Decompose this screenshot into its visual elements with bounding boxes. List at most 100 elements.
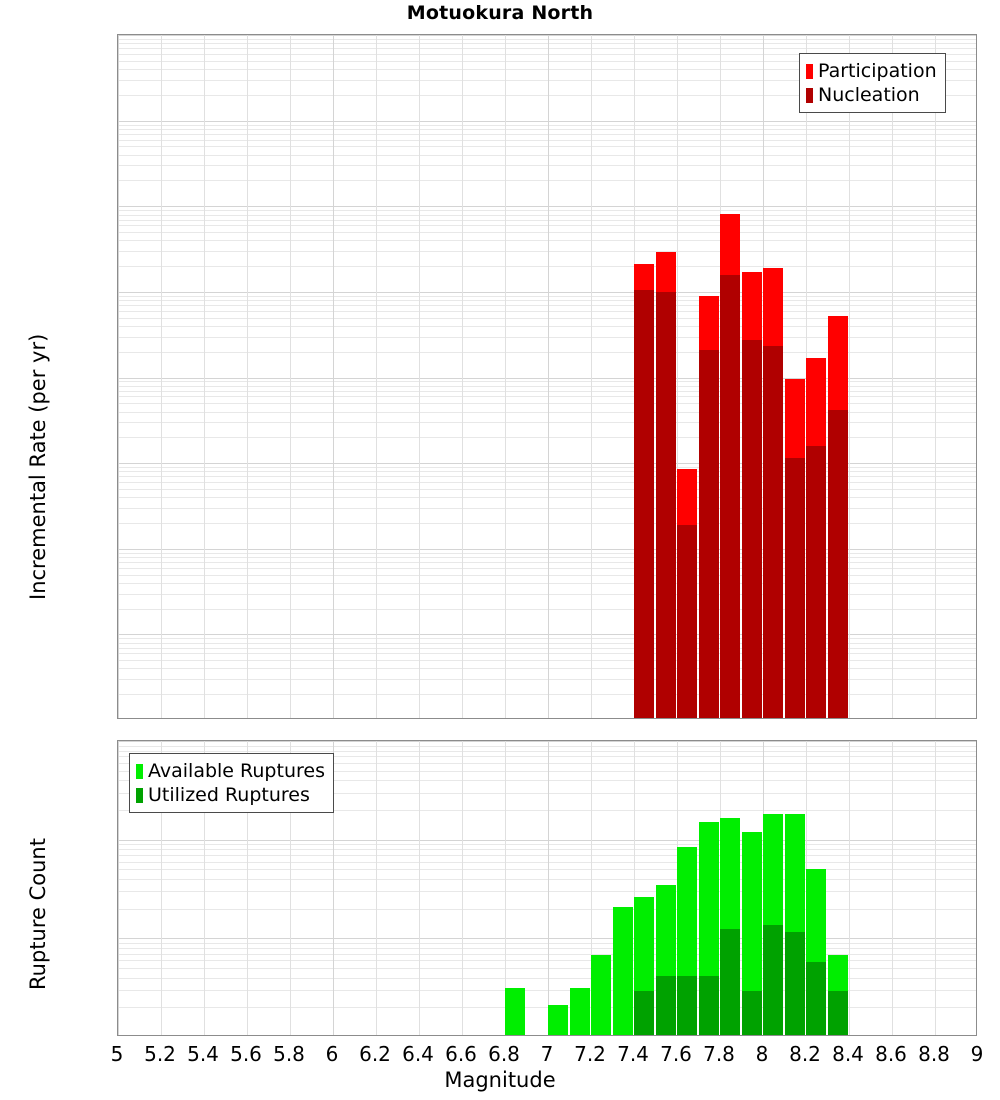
legend-swatch-icon (136, 787, 143, 803)
x-axis-tick-label: 5.8 (273, 1042, 305, 1066)
gridline-vertical (892, 35, 893, 718)
gridline-vertical (161, 35, 162, 718)
gridline-horizontal (118, 679, 976, 680)
gridline-horizontal (118, 840, 976, 841)
gridline-horizontal (118, 489, 976, 490)
legend-item[interactable]: Nucleation (806, 83, 937, 107)
gridline-vertical (333, 741, 334, 1035)
gridline-horizontal (118, 948, 976, 949)
x-axis-tick-label: 5 (110, 1042, 124, 1066)
bar (784, 813, 805, 1035)
gridline-horizontal (118, 553, 976, 554)
x-axis-tick-label: 8.8 (918, 1042, 950, 1066)
gridline-vertical (419, 35, 420, 718)
gridline-horizontal (118, 855, 976, 856)
legend-item[interactable]: Participation (806, 59, 937, 83)
x-axis-tick-label: 8.6 (875, 1042, 907, 1066)
bar-segment-inner (763, 925, 784, 1035)
gridline-vertical (290, 741, 291, 1035)
gridline-horizontal (118, 352, 976, 353)
x-axis-tick-label: 6 (325, 1042, 339, 1066)
gridline-vertical (634, 741, 635, 1035)
gridline-horizontal (118, 35, 976, 36)
gridline-horizontal (118, 43, 976, 44)
gridline-horizontal (118, 549, 976, 550)
gridline-vertical (204, 35, 205, 718)
gridline-horizontal (118, 668, 976, 669)
gridline-vertical (548, 741, 549, 1035)
gridline-horizontal (118, 943, 976, 944)
gridline-horizontal (118, 497, 976, 498)
gridline-horizontal (118, 793, 976, 794)
gridline-horizontal (118, 296, 976, 297)
gridline-horizontal (118, 232, 976, 233)
bar (634, 897, 655, 1035)
gridline-vertical (505, 741, 506, 1035)
gridline-horizontal (118, 575, 976, 576)
bar-segment-inner (741, 339, 762, 718)
bar (763, 813, 784, 1035)
gridline-horizontal (118, 129, 976, 130)
bar-segment-inner (741, 990, 762, 1035)
gridline-horizontal (118, 403, 976, 404)
legend-item[interactable]: Utilized Ruptures (136, 783, 325, 807)
gridline-horizontal (118, 54, 976, 55)
gridline-vertical (591, 35, 592, 718)
bar (677, 847, 698, 1035)
legend-item[interactable]: Available Ruptures (136, 759, 325, 783)
gridline-horizontal (118, 437, 976, 438)
gridline-horizontal (118, 165, 976, 166)
x-axis-tick-label: 7.8 (703, 1042, 735, 1066)
bar (655, 251, 676, 718)
gridline-horizontal (118, 337, 976, 338)
bar (698, 821, 719, 1035)
gridline-horizontal (118, 849, 976, 850)
gridline-horizontal (118, 763, 976, 764)
gridline-horizontal (118, 463, 976, 464)
gridline-vertical (247, 741, 248, 1035)
gridline-vertical (591, 741, 592, 1035)
bar (569, 987, 590, 1035)
gridline-horizontal (118, 305, 976, 306)
gridline-horizontal (118, 378, 976, 379)
bar (827, 315, 848, 718)
x-axis-tick-label: 6.8 (488, 1042, 520, 1066)
bar-segment-inner (720, 274, 741, 718)
gridline-vertical (935, 741, 936, 1035)
gridline-horizontal (118, 482, 976, 483)
legend-label: Nucleation (818, 83, 920, 106)
x-axis-tick-label: 5.4 (187, 1042, 219, 1066)
gridline-horizontal (118, 125, 976, 126)
gridline-horizontal (118, 48, 976, 49)
gridline-horizontal (118, 879, 976, 880)
gridline-horizontal (118, 844, 976, 845)
x-axis-tick-label: 7.2 (574, 1042, 606, 1066)
gridline-horizontal (118, 594, 976, 595)
bar-segment-inner (827, 990, 848, 1035)
gridline-vertical (376, 741, 377, 1035)
gridline-horizontal (118, 954, 976, 955)
gridline-horizontal (118, 583, 976, 584)
gridline-horizontal (118, 180, 976, 181)
legend-swatch-icon (806, 63, 813, 79)
gridline-horizontal (118, 215, 976, 216)
gridline-vertical (290, 35, 291, 718)
x-axis-tick-label: 7.6 (660, 1042, 692, 1066)
bar-segment-inner (655, 975, 676, 1035)
gridline-horizontal (118, 412, 976, 413)
bar-segment-inner (784, 457, 805, 718)
gridline-vertical (333, 35, 334, 718)
gridline-horizontal (118, 381, 976, 382)
gridline-horizontal (118, 467, 976, 468)
gridline-horizontal (118, 396, 976, 397)
bar (741, 272, 762, 718)
bar-segment-inner (698, 975, 719, 1035)
gridline-vertical (462, 741, 463, 1035)
bar-segment-inner (698, 349, 719, 718)
bar-segment-inner (634, 289, 655, 718)
gridline-horizontal (118, 210, 976, 211)
gridline-vertical (849, 741, 850, 1035)
bottom-legend: Available Ruptures Utilized Ruptures (129, 753, 334, 813)
gridline-horizontal (118, 978, 976, 979)
gridline-horizontal (118, 206, 976, 207)
